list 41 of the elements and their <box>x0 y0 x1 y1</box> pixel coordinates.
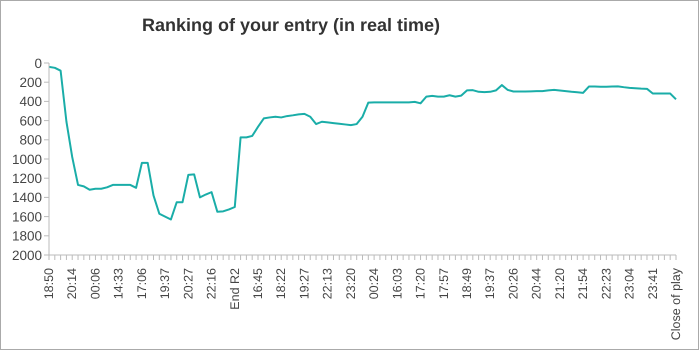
x-tick-label: 23:41 <box>646 268 660 300</box>
x-tick-label: 14:33 <box>112 268 126 300</box>
x-tick-label: 22:13 <box>320 268 335 300</box>
chart-title: Ranking of your entry (in real time) <box>140 15 442 36</box>
y-tick-label: 1600 <box>12 209 42 224</box>
y-tick-label: 2000 <box>12 248 42 263</box>
x-tick-label: 00:24 <box>367 268 382 300</box>
x-tick-label: 00:06 <box>88 268 102 300</box>
x-tick-label: Close of play <box>669 267 683 340</box>
x-tick-label: 20:27 <box>181 268 196 300</box>
x-tick-label: 19:37 <box>158 268 172 300</box>
x-tick-label: 21:54 <box>576 268 590 300</box>
x-tick-label: 18:50 <box>42 268 56 300</box>
x-tick-label: End R2 <box>228 268 242 310</box>
x-tick-label: 16:45 <box>251 268 265 300</box>
y-tick-label: 0 <box>34 56 42 71</box>
y-tick-label: 1200 <box>12 170 42 186</box>
x-tick-label: 20:44 <box>530 268 544 300</box>
y-tick-label: 800 <box>19 132 42 148</box>
x-tick-label: 20:14 <box>65 268 80 300</box>
line-series <box>48 66 677 220</box>
x-tick-label: 19:37 <box>483 268 498 300</box>
x-tick-label: 22:16 <box>204 268 219 300</box>
x-tick-label: 17:20 <box>414 268 428 300</box>
y-tick-label: 1400 <box>12 190 42 206</box>
x-tick-label: 21:20 <box>552 268 567 300</box>
x-tick-label: 16:03 <box>390 268 404 300</box>
x-tick-label: 20:26 <box>506 268 520 300</box>
y-tick-label: 600 <box>19 113 42 128</box>
x-tick-label: 22:23 <box>599 268 614 300</box>
y-tick-label: 1000 <box>12 152 42 167</box>
y-tick-label: 1800 <box>12 228 42 244</box>
x-tick-label: 17:06 <box>134 268 149 300</box>
x-tick-label: 19:27 <box>297 268 312 300</box>
x-tick-label: 17:57 <box>436 268 451 300</box>
y-tick-label: 200 <box>19 74 42 90</box>
x-tick-label: 23:20 <box>344 268 358 300</box>
x-tick-label: 18:49 <box>460 268 474 300</box>
x-tick-label: 23:04 <box>622 268 637 300</box>
y-tick-label: 400 <box>19 94 42 110</box>
x-tick-label: 18:22 <box>274 268 288 300</box>
